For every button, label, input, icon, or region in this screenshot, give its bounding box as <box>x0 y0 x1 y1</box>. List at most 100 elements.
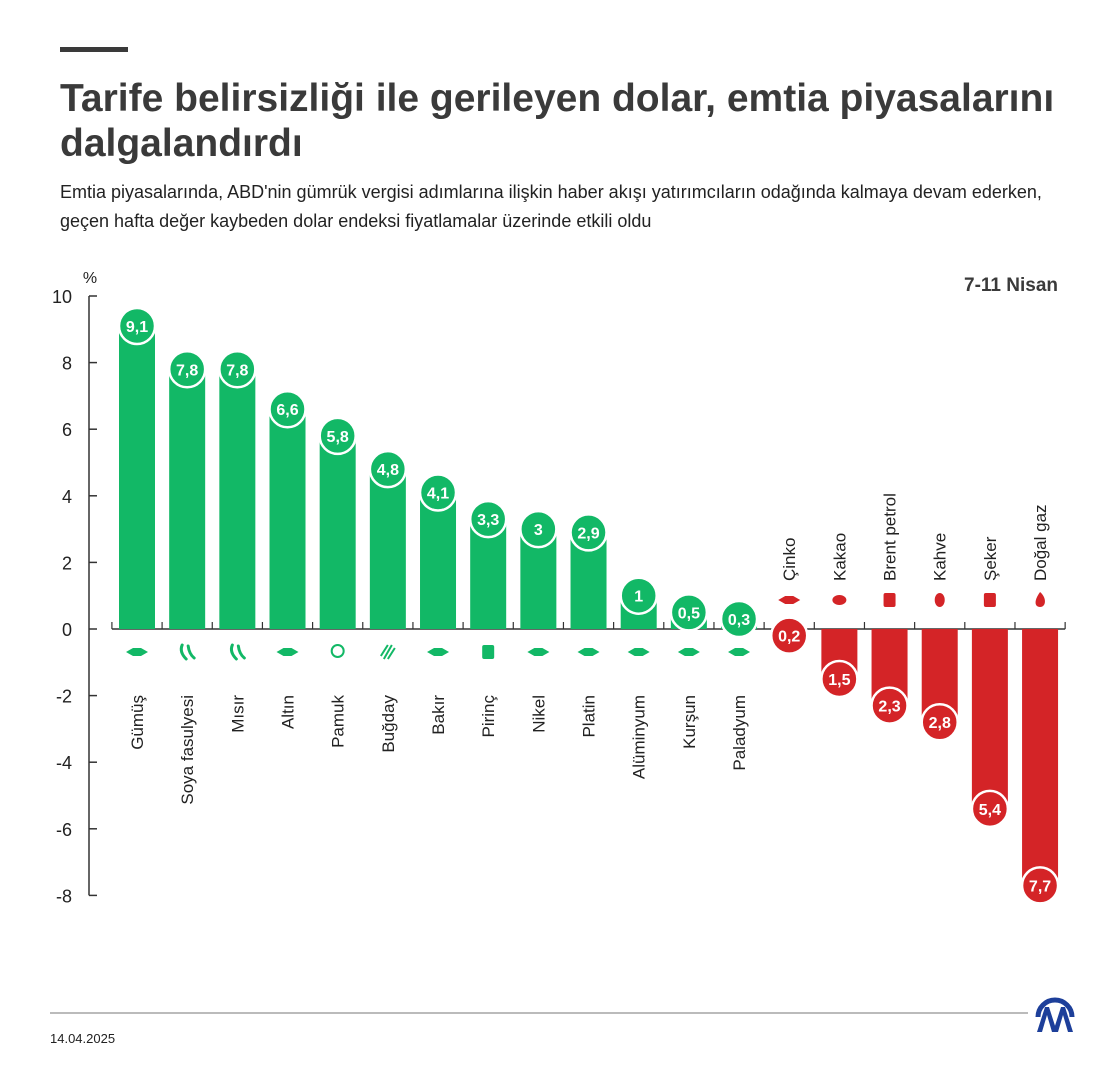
flame-icon <box>1035 592 1045 607</box>
metal-bars-icon <box>276 648 299 656</box>
category-label: Kakao <box>830 533 849 581</box>
y-tick-label: 2 <box>62 553 72 573</box>
category-label: Gümüş <box>128 695 147 750</box>
value-badge <box>920 702 959 742</box>
category-label: Platin <box>580 695 599 738</box>
coffee-bean-icon <box>934 593 945 607</box>
category-label: Alüminyum <box>630 695 649 779</box>
metal-bars-icon <box>427 648 450 656</box>
value-label: 1 <box>634 589 643 606</box>
value-label: 2,8 <box>929 715 951 732</box>
cocoa-icon <box>832 595 847 605</box>
page-title: Tarife belirsizliği ile gerileyen dolar,… <box>60 77 1055 165</box>
bar <box>169 369 206 629</box>
bar <box>420 492 457 629</box>
value-label: 7,8 <box>176 362 198 379</box>
category-label: Bakır <box>429 695 448 735</box>
value-badge <box>769 616 809 655</box>
bar <box>369 469 406 629</box>
value-label: 2,3 <box>878 699 900 716</box>
value-badge <box>218 350 257 389</box>
y-tick-label: -8 <box>56 886 72 906</box>
y-tick-label: 0 <box>62 620 72 640</box>
value-badge <box>167 350 207 389</box>
metal-bars-icon <box>126 648 148 656</box>
metal-bars-icon <box>627 648 650 656</box>
bar <box>319 435 356 629</box>
sugar-sack-icon <box>983 593 996 607</box>
category-label: Pirinç <box>479 695 498 738</box>
soybean-icon <box>179 643 196 661</box>
value-badge <box>368 449 408 489</box>
metal-bars-icon <box>778 596 801 604</box>
footer-divider <box>50 1012 1028 1014</box>
bar <box>119 325 155 629</box>
metal-bars-icon <box>728 648 751 656</box>
value-badge <box>820 659 859 699</box>
value-label: 4,1 <box>427 485 449 502</box>
category-label: Soya fasulyesi <box>178 695 197 805</box>
value-badge <box>970 789 1010 829</box>
bar <box>971 629 1008 809</box>
category-label: Kahve <box>931 533 950 581</box>
value-badge <box>468 499 508 539</box>
y-axis-unit: % <box>83 270 97 287</box>
wheat-icon <box>380 644 396 660</box>
value-badge <box>719 599 759 639</box>
category-label: Nikel <box>529 695 548 733</box>
category-label: Paladyum <box>730 695 749 771</box>
value-label: 9,1 <box>126 319 148 336</box>
value-badge <box>569 513 608 552</box>
category-label: Kurşun <box>680 695 699 749</box>
value-label: 3,3 <box>477 512 499 529</box>
value-badge <box>870 686 909 725</box>
value-badge <box>117 306 157 346</box>
value-label: 5,4 <box>979 802 1001 819</box>
metal-bars-icon <box>677 648 700 656</box>
bar-chart: % 7-11 Nisan 10 8 6 4 2 0 -2 -4 -6 -8 9,1 Gümüş 7,8 S… <box>52 270 1066 906</box>
y-tick-label: 8 <box>62 354 72 374</box>
value-label: 0,3 <box>728 612 750 629</box>
value-badge <box>318 416 357 456</box>
y-tick-label: 6 <box>62 420 72 440</box>
soybean-icon <box>229 643 246 661</box>
value-badge <box>268 389 307 429</box>
metal-bars-icon <box>527 648 550 656</box>
y-tick-label: 10 <box>52 287 72 307</box>
bar <box>269 409 306 629</box>
y-tick-label: -6 <box>56 820 72 840</box>
value-badge <box>619 576 658 615</box>
category-label: Şeker <box>981 536 1000 581</box>
oil-barrel-icon <box>883 593 896 607</box>
value-label: 5,8 <box>327 429 349 446</box>
y-tick-label: -2 <box>56 687 72 707</box>
title-accent-bar <box>60 47 128 52</box>
value-label: 0,5 <box>678 605 700 622</box>
rice-sack-icon <box>482 645 495 659</box>
bar <box>1022 629 1059 886</box>
category-label: Mısır <box>228 695 247 733</box>
value-badge <box>418 473 458 512</box>
y-tick-label: -4 <box>56 753 72 773</box>
value-label: 7,8 <box>226 362 248 379</box>
category-label: Pamuk <box>329 695 348 748</box>
value-label: 7,7 <box>1029 878 1051 895</box>
value-label: 2,9 <box>577 525 599 542</box>
value-label: 3 <box>534 522 543 539</box>
category-label: Çinko <box>780 538 799 581</box>
metal-bars-icon <box>577 648 600 656</box>
category-label: Altın <box>279 695 298 729</box>
value-label: 0,2 <box>778 629 800 646</box>
category-label: Doğal gaz <box>1031 504 1050 581</box>
period-label: 7-11 Nisan <box>964 275 1058 296</box>
page-subtitle: Emtia piyasalarında, ABD'nin gümrük verg… <box>60 182 1042 231</box>
category-label: Brent petrol <box>881 493 900 581</box>
value-label: 4,8 <box>377 462 399 479</box>
value-badge <box>1020 866 1060 905</box>
category-label: Buğday <box>379 695 398 753</box>
value-label: 6,6 <box>276 402 298 419</box>
aa-logo <box>1035 997 1075 1032</box>
y-tick-label: 4 <box>62 487 72 507</box>
value-label: 1,5 <box>828 672 850 689</box>
value-badge <box>519 509 558 549</box>
